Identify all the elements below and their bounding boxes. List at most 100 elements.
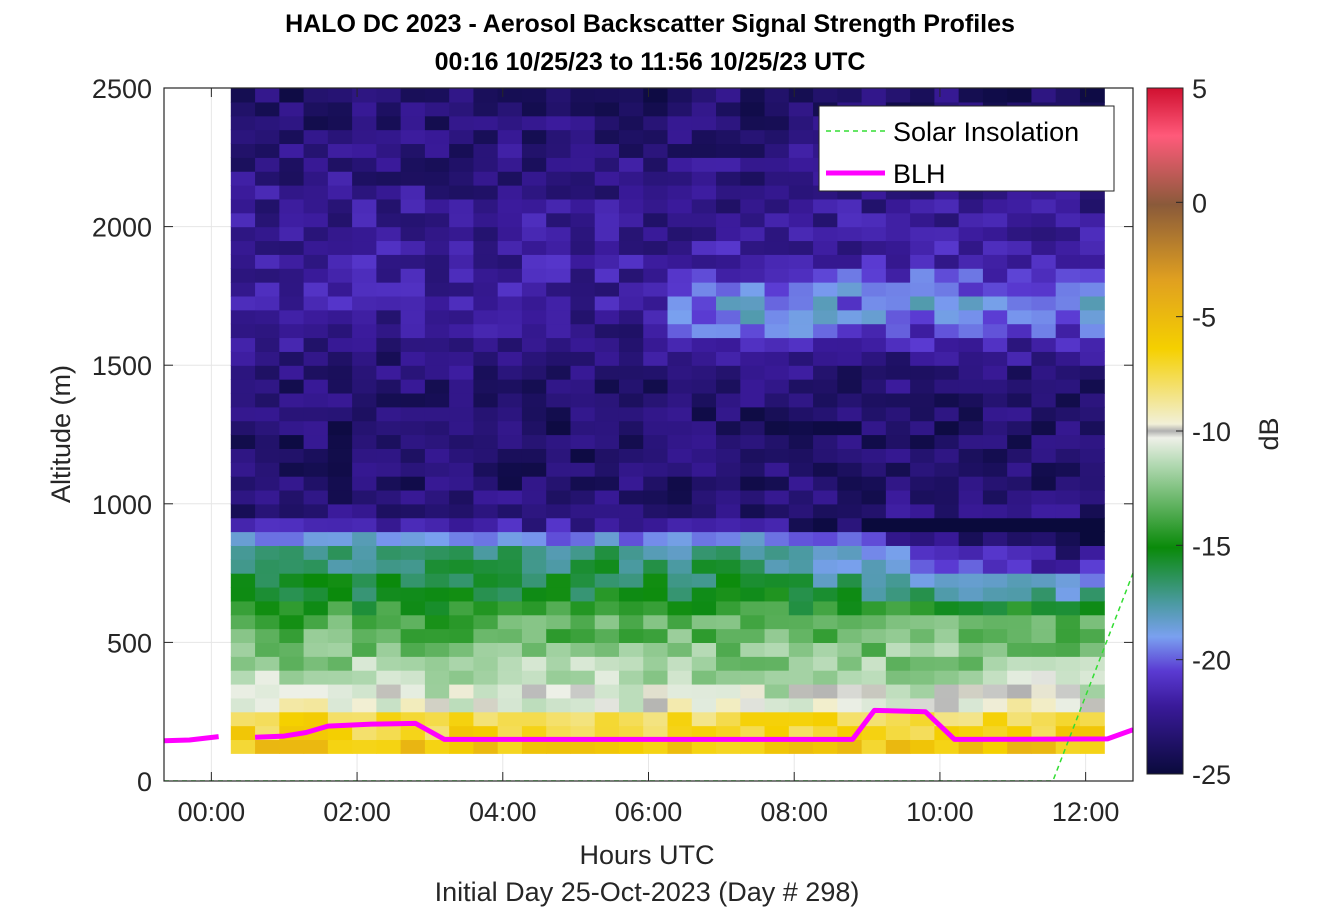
heatmap-cell (279, 351, 305, 366)
heatmap-cell (303, 434, 329, 449)
heatmap-cell (230, 309, 256, 325)
heatmap-cell (910, 268, 935, 283)
heatmap-cell (546, 586, 572, 602)
heatmap-cell (449, 295, 475, 311)
heatmap-cell (1007, 448, 1033, 463)
heatmap-cell (885, 406, 911, 422)
heatmap-cell (764, 600, 790, 616)
heatmap-cell (1007, 628, 1033, 643)
heatmap-cell (255, 365, 280, 380)
heatmap-cell (1007, 739, 1033, 754)
heatmap-cell (618, 226, 644, 242)
heatmap-cell (716, 739, 741, 754)
heatmap-cell (691, 545, 717, 560)
heatmap-cell (327, 670, 353, 685)
heatmap-cell (982, 254, 1008, 269)
heatmap-cell (1055, 392, 1081, 408)
heatmap-cell (594, 628, 620, 643)
heatmap-cell (740, 656, 766, 671)
heatmap-cell (255, 573, 280, 588)
heatmap-cell (352, 406, 377, 422)
heatmap-cell (910, 88, 935, 103)
heatmap-cell (473, 212, 499, 228)
heatmap-cell (691, 171, 717, 186)
heatmap-cell (546, 434, 572, 449)
heatmap-cell (230, 462, 256, 477)
heatmap-cell (740, 725, 766, 741)
heatmap-cell (618, 351, 644, 366)
heatmap-cell (740, 323, 766, 339)
heatmap-cell (376, 295, 402, 311)
heatmap-cell (1079, 489, 1105, 505)
heatmap-cell (1055, 489, 1081, 505)
heatmap-cell (255, 379, 280, 394)
heatmap-cell (861, 725, 887, 741)
heatmap-cell (400, 115, 426, 131)
heatmap-cell (667, 517, 693, 533)
heatmap-cell (667, 115, 693, 131)
heatmap-cell (958, 614, 984, 630)
heatmap-cell (570, 642, 596, 657)
heatmap-cell (643, 88, 669, 103)
heatmap-cell (279, 171, 305, 186)
heatmap-cell (837, 392, 863, 408)
heatmap-cell (230, 628, 256, 643)
heatmap-cell (643, 143, 669, 158)
heatmap-cell (934, 614, 960, 630)
heatmap-cell (376, 282, 402, 297)
heatmap-cell (788, 392, 814, 408)
heatmap-cell (934, 670, 960, 685)
heatmap-cell (570, 268, 596, 283)
heatmap-cell (497, 157, 523, 172)
heatmap-cell (497, 240, 523, 255)
heatmap-cell (303, 517, 329, 533)
y-tick-label: 1000 (92, 490, 152, 520)
heatmap-cell (570, 392, 596, 408)
heatmap-cell (1055, 462, 1081, 477)
heatmap-cell (1007, 683, 1033, 699)
heatmap-cell (910, 573, 935, 588)
heatmap-cell (230, 614, 256, 630)
heatmap-cell (449, 226, 475, 242)
heatmap-cell (303, 337, 329, 352)
heatmap-cell (424, 295, 450, 311)
heatmap-cell (934, 420, 960, 436)
heatmap-cell (594, 434, 620, 449)
heatmap-cell (594, 365, 620, 380)
heatmap-cell (618, 406, 644, 422)
heatmap-cell (327, 448, 353, 463)
heatmap-cell (691, 226, 717, 242)
heatmap-cell (230, 157, 256, 172)
heatmap-cell (764, 115, 790, 131)
heatmap-cell (1007, 545, 1033, 560)
heatmap-cell (958, 198, 984, 214)
heatmap-cell (497, 683, 523, 699)
heatmap-cell (643, 656, 669, 671)
heatmap-cell (837, 365, 863, 380)
heatmap-cell (1079, 503, 1105, 519)
heatmap-cell (813, 614, 838, 630)
heatmap-cell (424, 420, 450, 436)
heatmap-cell (618, 489, 644, 505)
heatmap-cell (1055, 711, 1081, 727)
heatmap-cell (497, 295, 523, 311)
heatmap-cell (910, 337, 935, 352)
heatmap-cell (376, 88, 402, 103)
heatmap-cell (716, 365, 741, 380)
heatmap-cell (1007, 379, 1033, 394)
heatmap-cell (400, 531, 426, 546)
heatmap-cell (570, 739, 596, 754)
heatmap-cell (376, 129, 402, 145)
heatmap-cell (861, 628, 887, 643)
heatmap-cell (885, 268, 911, 283)
heatmap-cell (1007, 670, 1033, 685)
heatmap-cell (716, 545, 741, 560)
heatmap-cell (934, 489, 960, 505)
heatmap-cell (255, 115, 280, 131)
heatmap-cell (352, 476, 377, 491)
heatmap-cell (279, 185, 305, 200)
heatmap-cell (521, 212, 547, 228)
heatmap-cell (643, 670, 669, 685)
heatmap-cell (570, 697, 596, 713)
heatmap-cell (788, 642, 814, 657)
